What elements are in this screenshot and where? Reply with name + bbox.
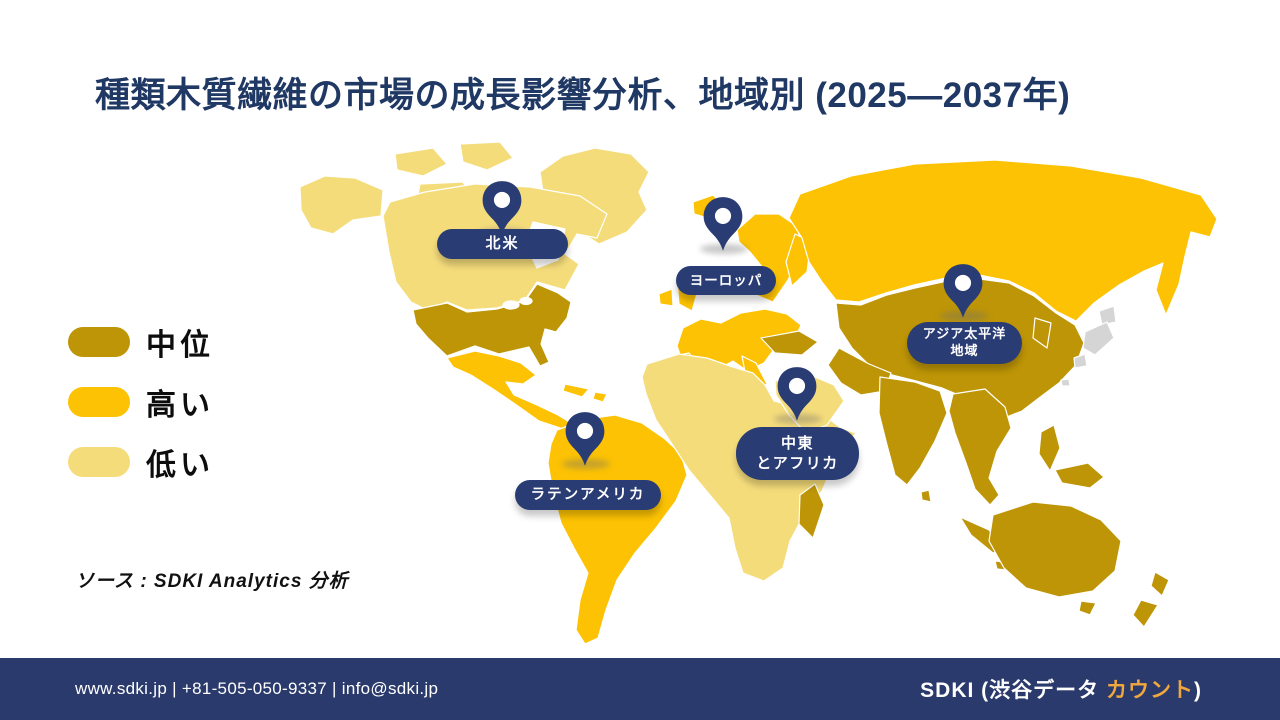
map-label-text: ヨーロッパ [689, 272, 763, 288]
region-mexico-central-america [446, 350, 572, 430]
pin-shadow [940, 311, 988, 321]
legend-label: 低い [146, 449, 214, 482]
region-scandinavia [736, 213, 802, 303]
map-label-text: アジア太平洋 [922, 326, 1007, 342]
source-note: ソース : SDKI Analytics 分析 [75, 571, 349, 592]
region-sri-lanka [920, 489, 932, 503]
region-russia [788, 159, 1218, 322]
world-map: 北米 ヨーロッパ アジア太平洋 地域 中東 とアフリカ ラテンアメリカ [295, 132, 1235, 652]
map-label-text: 地域 [950, 343, 979, 358]
map-label-asia-pacific: アジア太平洋 地域 [907, 322, 1022, 364]
region-hispaniola [592, 391, 608, 403]
legend-swatch-low [68, 447, 130, 477]
pin-shadow [562, 459, 610, 469]
pin-shadow [774, 414, 822, 424]
footer-brand: SDKI (渋谷データ カウント) [920, 674, 1202, 704]
region-alaska [299, 175, 384, 235]
region-ireland [658, 288, 674, 307]
map-label-text: ラテンアメリカ [530, 486, 646, 503]
great-lakes-2 [519, 296, 533, 306]
map-pin-latin-america [563, 411, 607, 467]
region-madagascar [798, 483, 825, 539]
great-lakes [502, 300, 520, 310]
legend-swatch-medium [68, 327, 130, 357]
legend-item-high: 高い [68, 380, 214, 424]
world-map-svg [299, 141, 1218, 645]
region-iran [827, 347, 892, 396]
region-arctic-island-2 [459, 141, 514, 171]
region-okinawa [1060, 378, 1071, 387]
map-label-text: 中東 [780, 435, 814, 452]
region-philippines [1038, 424, 1061, 472]
map-pin-europe [701, 196, 745, 252]
region-south-america [547, 414, 688, 645]
map-label-middle-east-africa: 中東 とアフリカ [736, 427, 859, 480]
region-india [878, 376, 948, 486]
map-pin-middle-east-africa [775, 366, 819, 422]
footer-brand-accent: カウント [1106, 679, 1194, 702]
region-cuba [562, 383, 590, 398]
map-label-europe: ヨーロッパ [676, 266, 776, 295]
region-new-guinea [1054, 462, 1105, 489]
footer-bar: www.sdki.jp | +81-505-050-9337 | info@sd… [0, 658, 1280, 720]
footer-brand-close: ) [1194, 679, 1202, 702]
map-label-north-america: 北米 [437, 229, 568, 259]
legend-item-low: 低い [68, 440, 214, 484]
region-turkey [760, 330, 819, 356]
footer-brand-prefix: SDKI (渋谷データ [920, 679, 1106, 702]
legend-swatch-high [68, 387, 130, 417]
region-japan-honshu [1082, 321, 1115, 356]
region-japan-kyushu [1073, 353, 1088, 369]
region-korea [1032, 317, 1052, 349]
region-new-zealand-north [1150, 571, 1170, 597]
map-label-latin-america: ラテンアメリカ [515, 480, 661, 510]
legend-item-medium: 中位 [68, 320, 214, 364]
legend: 中位 高い 低い [68, 320, 214, 500]
region-australia [988, 501, 1122, 598]
region-arctic-island-1 [394, 147, 448, 177]
region-tasmania [1078, 600, 1097, 616]
map-pin-north-america [480, 180, 524, 236]
map-pin-asia-pacific [941, 263, 985, 319]
page-title: 種類木質繊維の市場の成長影響分析、地域別 (2025—2037年) [95, 76, 1071, 116]
region-indochina [948, 388, 1012, 506]
legend-label: 中位 [146, 329, 214, 362]
footer-contact: www.sdki.jp | +81-505-050-9337 | info@sd… [75, 679, 439, 698]
region-japan-hokkaido [1098, 305, 1117, 326]
region-new-zealand-south [1132, 599, 1159, 628]
map-label-text: とアフリカ [756, 454, 839, 472]
legend-label: 高い [146, 389, 214, 422]
pin-shadow [700, 244, 748, 254]
map-label-text: 北米 [485, 235, 520, 253]
